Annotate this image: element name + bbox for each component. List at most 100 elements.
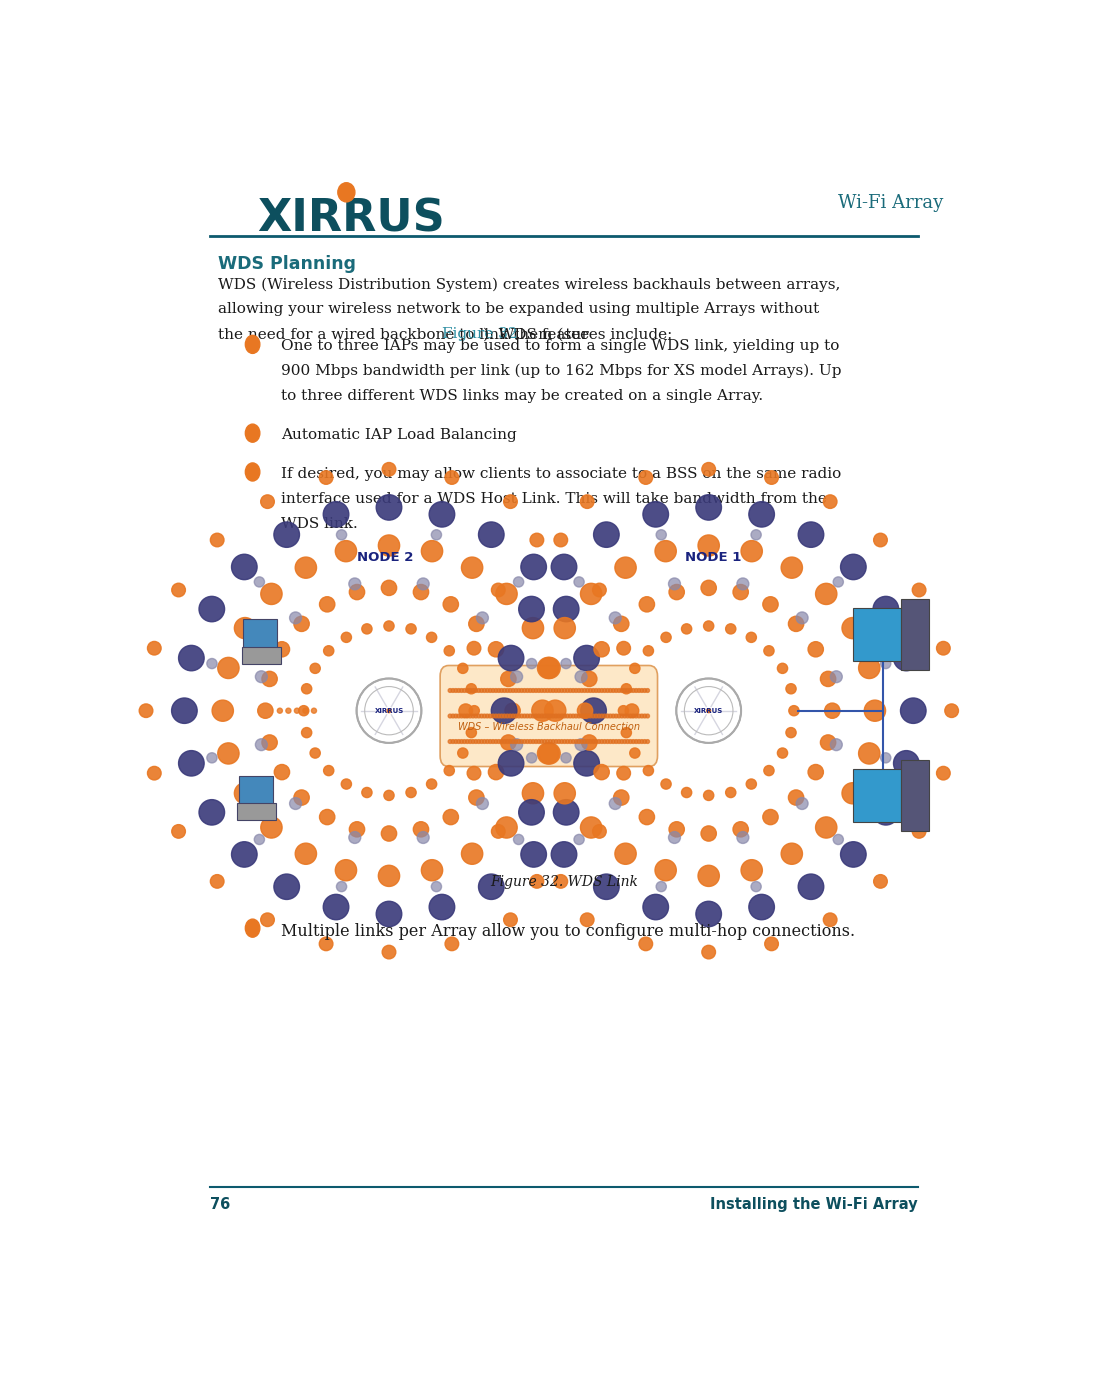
Ellipse shape <box>642 740 647 743</box>
Ellipse shape <box>497 740 500 743</box>
Ellipse shape <box>540 689 543 692</box>
Ellipse shape <box>517 740 520 743</box>
Ellipse shape <box>746 632 757 642</box>
Ellipse shape <box>446 471 459 485</box>
Ellipse shape <box>642 501 669 528</box>
Ellipse shape <box>548 740 552 743</box>
Circle shape <box>245 336 260 354</box>
Ellipse shape <box>526 740 529 743</box>
Ellipse shape <box>554 783 575 804</box>
Ellipse shape <box>505 703 520 718</box>
Ellipse shape <box>581 818 602 838</box>
Ellipse shape <box>571 714 575 718</box>
Ellipse shape <box>542 689 547 692</box>
Ellipse shape <box>815 583 837 605</box>
Ellipse shape <box>494 740 498 743</box>
Ellipse shape <box>539 657 560 678</box>
Ellipse shape <box>429 895 454 920</box>
Ellipse shape <box>789 706 799 715</box>
Ellipse shape <box>581 583 602 605</box>
Ellipse shape <box>614 689 618 692</box>
Ellipse shape <box>231 554 257 580</box>
Ellipse shape <box>644 646 653 656</box>
Text: Installing the Wi-Fi Array: Installing the Wi-Fi Array <box>710 1197 917 1213</box>
Ellipse shape <box>580 740 584 743</box>
Ellipse shape <box>578 740 581 743</box>
Ellipse shape <box>698 866 719 887</box>
Text: NODE 1: NODE 1 <box>684 551 741 565</box>
Ellipse shape <box>626 714 629 718</box>
Ellipse shape <box>448 689 452 692</box>
Ellipse shape <box>865 700 886 721</box>
Ellipse shape <box>302 708 308 713</box>
Ellipse shape <box>474 689 477 692</box>
Ellipse shape <box>460 689 463 692</box>
Ellipse shape <box>635 714 638 718</box>
Ellipse shape <box>830 671 843 682</box>
Ellipse shape <box>840 554 866 580</box>
Ellipse shape <box>873 874 888 888</box>
Ellipse shape <box>310 663 320 674</box>
Ellipse shape <box>588 689 592 692</box>
Ellipse shape <box>751 530 761 540</box>
Ellipse shape <box>406 787 416 798</box>
Ellipse shape <box>254 577 264 587</box>
Ellipse shape <box>311 708 317 713</box>
Ellipse shape <box>471 740 475 743</box>
Ellipse shape <box>199 597 224 621</box>
Ellipse shape <box>706 708 711 713</box>
Ellipse shape <box>631 714 635 718</box>
Ellipse shape <box>615 844 636 865</box>
Ellipse shape <box>842 783 864 804</box>
Ellipse shape <box>789 790 804 805</box>
Ellipse shape <box>261 913 274 927</box>
Ellipse shape <box>733 822 748 837</box>
Ellipse shape <box>815 818 837 838</box>
Ellipse shape <box>522 740 527 743</box>
Ellipse shape <box>631 740 635 743</box>
Circle shape <box>245 424 260 442</box>
Ellipse shape <box>319 471 333 485</box>
Ellipse shape <box>639 471 652 485</box>
Ellipse shape <box>617 689 620 692</box>
Ellipse shape <box>628 740 632 743</box>
Ellipse shape <box>350 822 365 837</box>
FancyBboxPatch shape <box>901 598 928 670</box>
Ellipse shape <box>594 522 619 547</box>
Ellipse shape <box>491 714 495 718</box>
Ellipse shape <box>696 902 722 927</box>
Ellipse shape <box>199 800 224 824</box>
Ellipse shape <box>337 881 346 892</box>
Ellipse shape <box>462 714 466 718</box>
Ellipse shape <box>669 579 681 590</box>
Ellipse shape <box>574 751 600 776</box>
Ellipse shape <box>603 689 606 692</box>
Ellipse shape <box>319 809 334 824</box>
Ellipse shape <box>517 689 520 692</box>
Ellipse shape <box>526 689 529 692</box>
Ellipse shape <box>737 579 749 590</box>
Ellipse shape <box>538 743 559 764</box>
Ellipse shape <box>701 826 716 841</box>
Ellipse shape <box>257 703 273 718</box>
Ellipse shape <box>614 616 629 631</box>
Ellipse shape <box>785 684 796 693</box>
Ellipse shape <box>500 671 516 686</box>
Ellipse shape <box>551 740 556 743</box>
Ellipse shape <box>661 779 671 789</box>
Ellipse shape <box>505 689 509 692</box>
Ellipse shape <box>574 714 578 718</box>
Ellipse shape <box>544 700 565 721</box>
Ellipse shape <box>588 740 592 743</box>
Ellipse shape <box>654 540 676 562</box>
Ellipse shape <box>608 689 613 692</box>
Ellipse shape <box>338 182 355 202</box>
Ellipse shape <box>637 714 641 718</box>
Ellipse shape <box>778 749 788 758</box>
Ellipse shape <box>842 617 864 638</box>
Ellipse shape <box>295 557 317 579</box>
Ellipse shape <box>551 842 576 867</box>
Ellipse shape <box>261 583 282 605</box>
Text: WDS Planning: WDS Planning <box>219 255 356 273</box>
Ellipse shape <box>362 787 372 798</box>
